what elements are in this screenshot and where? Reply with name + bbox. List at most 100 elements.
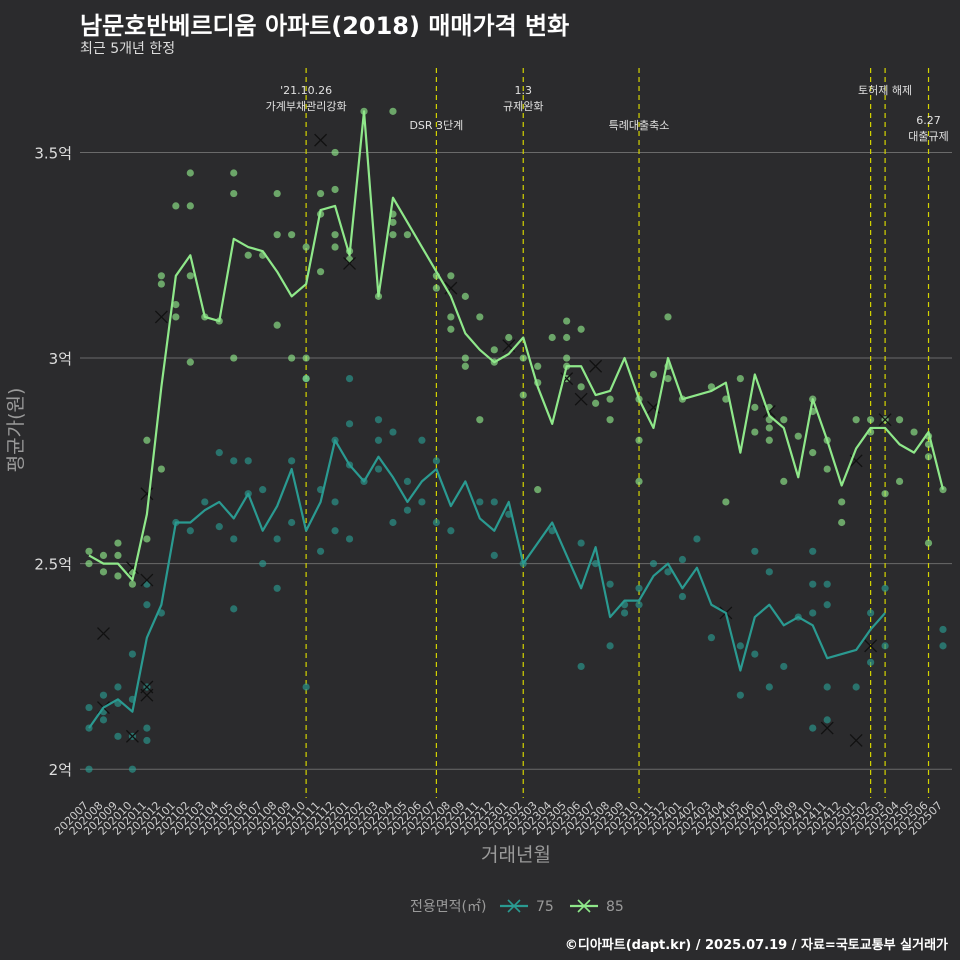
data-point-75 [881, 584, 889, 592]
x-axis-label: 거래년월 [481, 844, 551, 866]
data-point-85 [476, 416, 484, 424]
legend-label-85: 85 [606, 899, 624, 915]
data-point-85 [577, 383, 585, 391]
data-point-75 [823, 601, 831, 609]
data-point-85 [924, 453, 933, 461]
data-point-85 [273, 189, 281, 198]
data-point-85 [157, 272, 165, 280]
data-point-75 [374, 416, 383, 424]
data-point-75 [649, 560, 658, 568]
cross-marker-75 [97, 627, 110, 640]
data-point-85 [172, 202, 180, 210]
data-point-85 [751, 428, 759, 436]
data-point-75 [230, 535, 238, 543]
data-point-85 [143, 436, 151, 444]
chart-title: 남문호반베르디움 아파트(2018) 매매가격 변화 [80, 12, 570, 40]
data-point-75 [939, 642, 947, 650]
data-point-75 [780, 662, 788, 671]
data-point-75 [345, 420, 354, 428]
data-point-75 [693, 535, 701, 543]
data-point-85 [143, 535, 151, 543]
data-point-85 [114, 539, 122, 547]
data-point-75 [765, 568, 773, 576]
data-point-85 [345, 255, 354, 263]
cross-marker-85 [574, 392, 588, 406]
data-point-75 [736, 691, 744, 699]
data-point-75 [447, 527, 455, 535]
data-point-75 [664, 568, 672, 576]
data-point-75 [114, 732, 122, 740]
data-point-75 [418, 498, 426, 506]
data-point-85 [186, 272, 194, 280]
data-point-85 [447, 325, 455, 333]
data-point-85 [722, 498, 730, 506]
data-point-85 [794, 432, 802, 440]
data-point-85 [172, 300, 180, 309]
data-point-85 [331, 185, 339, 194]
data-point-85 [780, 477, 788, 485]
data-point-75 [85, 703, 93, 712]
data-point-85 [85, 547, 93, 555]
data-point-85 [910, 428, 918, 436]
data-point-85 [895, 416, 904, 424]
data-point-85 [635, 436, 643, 444]
data-point-75 [259, 560, 267, 568]
event-label: 특례대출축소 [609, 119, 670, 132]
event-label: 토허제 해제 [858, 83, 912, 97]
data-point-85 [838, 518, 846, 527]
legend-label-75: 75 [536, 899, 554, 915]
data-point-85 [389, 231, 397, 239]
data-point-75 [403, 477, 412, 485]
data-point-85 [331, 148, 339, 157]
data-point-85 [244, 251, 252, 259]
data-point-85 [895, 477, 904, 485]
event-label: 대출규제 [908, 130, 948, 143]
data-point-85 [316, 268, 325, 276]
data-point-75 [186, 527, 194, 535]
data-point-75 [128, 650, 137, 658]
data-point-75 [809, 609, 817, 617]
data-point-85 [331, 231, 339, 239]
data-point-75 [389, 518, 397, 527]
data-point-85 [534, 362, 542, 370]
data-point-85 [924, 539, 933, 547]
data-point-75 [490, 498, 498, 506]
data-point-75 [143, 601, 151, 609]
data-point-75 [215, 523, 223, 531]
data-point-85 [606, 395, 614, 403]
data-point-75 [809, 580, 817, 588]
data-point-85 [505, 333, 513, 342]
data-point-75 [345, 535, 354, 543]
data-point-85 [707, 383, 716, 391]
data-point-85 [780, 416, 788, 424]
data-point-75 [809, 547, 817, 555]
data-point-85 [592, 399, 600, 407]
data-point-85 [114, 572, 122, 580]
data-point-75 [490, 551, 498, 560]
cross-marker-85 [154, 310, 168, 324]
data-point-85 [664, 313, 672, 321]
data-point-85 [114, 551, 122, 560]
data-point-85 [519, 391, 527, 399]
data-point-75 [765, 683, 773, 691]
data-point-75 [374, 436, 383, 444]
data-point-75 [736, 642, 744, 650]
data-point-75 [620, 609, 629, 617]
data-point-85 [461, 362, 469, 370]
cross-marker-75 [820, 721, 834, 735]
data-point-85 [881, 490, 889, 498]
cross-marker-75 [125, 729, 139, 743]
cross-marker-85 [314, 133, 328, 147]
data-point-85 [751, 403, 759, 411]
data-point-85 [736, 375, 744, 383]
data-point-85 [288, 231, 296, 239]
data-point-75 [201, 498, 209, 506]
y-tick-label: 3억 [49, 350, 72, 368]
data-point-75 [331, 498, 339, 506]
data-point-75 [273, 584, 281, 592]
source-caption: ©디아파트(dapt.kr) / 2025.07.19 / 자료=국토교통부 실… [564, 938, 948, 953]
cross-marker-75 [140, 573, 154, 587]
data-point-75 [823, 580, 831, 588]
data-point-75 [288, 518, 296, 527]
data-point-75 [823, 683, 831, 691]
